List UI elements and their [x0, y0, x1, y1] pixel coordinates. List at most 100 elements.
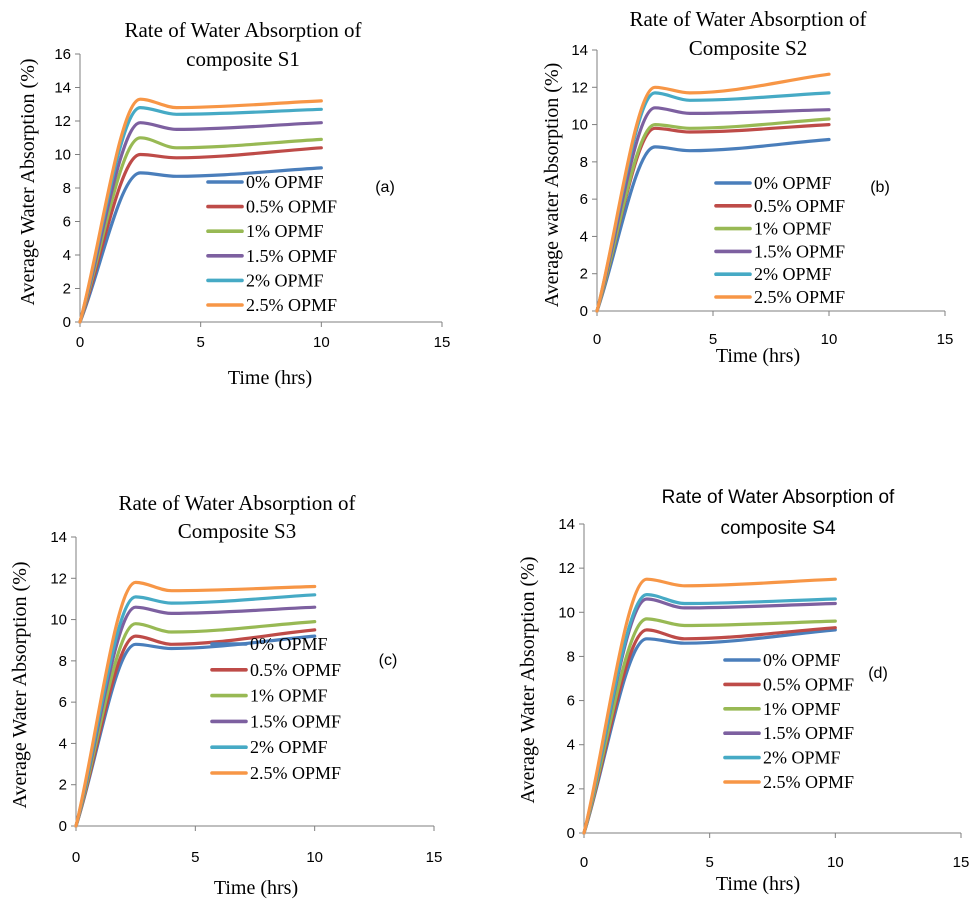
chart-d-series-line: [582, 577, 837, 835]
chart-c-legend-label: 1.5% OPMF: [250, 711, 341, 731]
chart-b-y-tick-label: 12: [571, 79, 588, 96]
chart-a-legend-label: 0.5% OPMF: [246, 197, 337, 217]
chart-b-legend-label: 1.5% OPMF: [754, 241, 845, 261]
chart-c-legend-label: 2.5% OPMF: [250, 763, 341, 783]
chart-d-y-tick-label: 14: [558, 516, 575, 533]
chart-c-x-tick-label: 10: [306, 849, 323, 866]
chart-a-title-line: Rate of Water Absorption of: [124, 18, 361, 42]
chart-d-legend-label: 0% OPMF: [763, 650, 841, 670]
chart-c-legend-label: 1% OPMF: [250, 686, 328, 706]
chart-d-x-axis-label: Time (hrs): [716, 873, 800, 895]
chart-d-y-tick-label: 10: [558, 604, 575, 621]
chart-d-y-tick-label: 4: [567, 737, 575, 754]
chart-d-y-tick-label: 2: [567, 781, 575, 798]
chart-c-title-line: Composite S3: [178, 519, 296, 543]
chart-a-series-line: [78, 146, 323, 324]
chart-d-y-tick-label: 0: [567, 825, 575, 842]
chart-c-title-line: Rate of Water Absorption of: [118, 491, 355, 515]
chart-d: Rate of Water Absorption of composite S4 0…: [517, 487, 969, 895]
chart-c-y-tick-label: 8: [59, 653, 67, 670]
chart-c-x-axis-label: Time (hrs): [214, 877, 298, 899]
chart-b-y-tick-label: 14: [571, 42, 588, 59]
chart-d-series-line: [582, 617, 837, 835]
chart-c-y-tick-label: 14: [50, 529, 67, 546]
chart-b-y-axis-label: Average water Absorption (%): [541, 63, 563, 308]
chart-c: Rate of Water Absorption of Composite S3 0…: [9, 491, 442, 899]
chart-a-legend-label: 2.5% OPMF: [246, 295, 337, 315]
chart-a-y-tick-label: 8: [63, 180, 71, 197]
chart-b-y-tick-label: 0: [580, 303, 588, 320]
chart-c-series-line: [74, 593, 317, 828]
chart-c-x-tick-label: 5: [191, 849, 199, 866]
chart-d-legend-label: 1.5% OPMF: [763, 723, 854, 743]
chart-d-y-tick-label: 6: [567, 693, 575, 710]
chart-a-y-tick-label: 16: [54, 46, 71, 63]
chart-b-x-tick-label: 15: [937, 331, 954, 348]
chart-d-title-line: composite S4: [720, 518, 836, 539]
chart-d-legend-label: 0.5% OPMF: [763, 674, 854, 694]
chart-d-y-tick-label: 12: [558, 560, 575, 577]
chart-a-legend-label: 1% OPMF: [246, 221, 324, 241]
chart-c-y-axis-label: Average Water Absorption (%): [9, 561, 31, 808]
chart-b-title-line: Rate of Water Absorption of: [629, 7, 866, 31]
chart-c-legend-label: 0% OPMF: [250, 634, 328, 654]
chart-a-y-tick-label: 6: [63, 214, 71, 231]
chart-a-series-line: [78, 97, 323, 324]
chart-a-y-tick-label: 14: [54, 80, 71, 97]
chart-b-series-line: [595, 72, 831, 313]
chart-a: Rate of Water Absorption of composite S1 0…: [17, 18, 450, 389]
chart-b-legend-label: 1% OPMF: [754, 219, 832, 239]
chart-c-y-tick-label: 10: [50, 612, 67, 629]
chart-a-series-line: [78, 136, 323, 324]
chart-c-x-tick-label: 0: [72, 849, 80, 866]
chart-b-legend-label: 2% OPMF: [754, 264, 832, 284]
chart-d-legend-label: 1% OPMF: [763, 699, 841, 719]
chart-a-legend-label: 2% OPMF: [246, 270, 324, 290]
chart-a-y-tick-label: 12: [54, 113, 71, 130]
chart-a-x-tick-label: 15: [434, 334, 451, 351]
chart-a-y-tick-label: 0: [63, 314, 71, 331]
chart-d-x-tick-label: 15: [953, 854, 970, 871]
chart-b-x-tick-label: 0: [593, 331, 601, 348]
chart-d-y-tick-label: 8: [567, 648, 575, 665]
chart-a-panel-tag: (a): [375, 179, 395, 196]
chart-b: Rate of Water Absorption of Composite S2 0…: [541, 7, 953, 367]
chart-b-y-tick-label: 2: [580, 266, 588, 283]
chart-b-legend-label: 0.5% OPMF: [754, 196, 845, 216]
chart-b-legend-label: 2.5% OPMF: [754, 287, 845, 307]
chart-d-panel-tag: (d): [868, 665, 888, 682]
chart-b-y-tick-label: 4: [580, 228, 588, 245]
chart-d-x-tick-label: 5: [705, 854, 713, 871]
chart-b-y-tick-label: 8: [580, 154, 588, 171]
chart-c-y-tick-label: 4: [59, 735, 67, 752]
chart-a-title-line: composite S1: [186, 47, 300, 71]
chart-d-legend-label: 2.5% OPMF: [763, 772, 854, 792]
chart-a-x-tick-label: 10: [313, 334, 330, 351]
chart-b-series-line: [595, 117, 831, 313]
chart-d-legend-label: 2% OPMF: [763, 748, 841, 768]
chart-a-x-tick-label: 5: [196, 334, 204, 351]
chart-b-legend-label: 0% OPMF: [754, 173, 832, 193]
chart-b-series-line: [595, 137, 831, 313]
chart-c-panel-tag: (c): [379, 652, 398, 669]
chart-d-x-tick-label: 0: [580, 854, 588, 871]
chart-a-y-tick-label: 2: [63, 281, 71, 298]
chart-b-y-tick-label: 10: [571, 117, 588, 134]
chart-b-panel-tag: (b): [870, 179, 890, 196]
chart-b-x-tick-label: 5: [709, 331, 717, 348]
chart-a-x-axis-label: Time (hrs): [228, 367, 312, 389]
chart-a-series-line: [78, 166, 323, 324]
chart-c-y-tick-label: 12: [50, 570, 67, 587]
chart-d-title-line: Rate of Water Absorption of: [662, 487, 895, 508]
chart-c-y-tick-label: 6: [59, 694, 67, 711]
chart-c-series-line: [74, 580, 317, 828]
chart-a-legend-label: 1.5% OPMF: [246, 246, 337, 266]
chart-d-x-tick-label: 10: [827, 854, 844, 871]
chart-b-x-tick-label: 10: [821, 331, 838, 348]
chart-a-y-tick-label: 10: [54, 147, 71, 164]
chart-a-y-tick-label: 4: [63, 247, 71, 264]
chart-c-legend-label: 0.5% OPMF: [250, 660, 341, 680]
chart-a-x-tick-label: 0: [76, 334, 84, 351]
chart-b-x-axis-label: Time (hrs): [716, 345, 800, 367]
